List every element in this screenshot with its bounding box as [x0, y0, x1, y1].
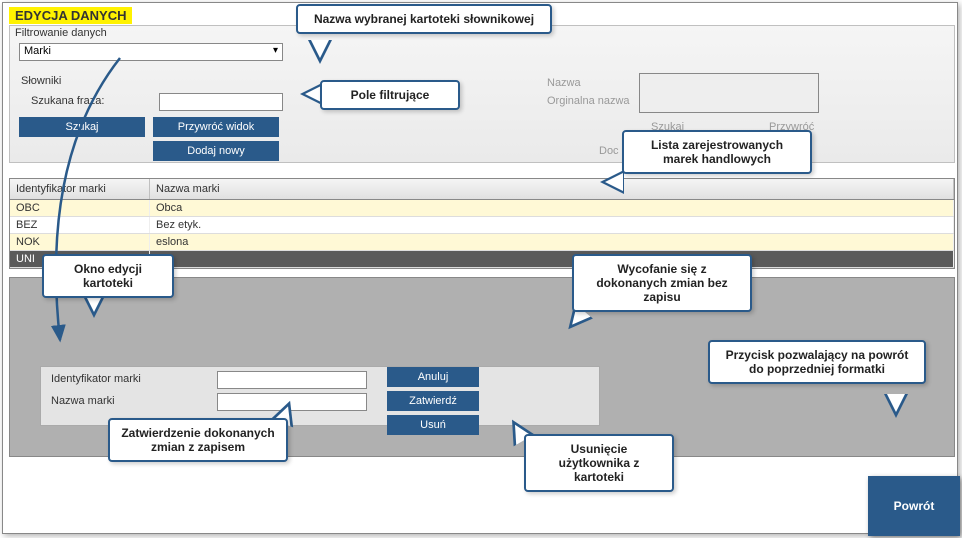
callout-confirm: Zatwierdzenie dokonanych zmian z zapisem [108, 418, 288, 462]
callout-return-tail [884, 394, 908, 418]
callout-slownik: Nazwa wybranej kartoteki słownikowej [296, 4, 552, 34]
callout-delete: Usunięcie użytkownika z kartoteki [524, 434, 674, 492]
callout-filter: Pole filtrujące [320, 80, 460, 110]
callout-list-tail [600, 170, 624, 194]
callout-edit: Okno edycji kartoteki [42, 254, 174, 298]
callout-cancel: Wycofanie się z dokonanych zmian bez zap… [572, 254, 752, 312]
callout-list: Lista zarejestrowanych marek handlowych [622, 130, 812, 174]
callout-slownik-tail [308, 40, 332, 64]
callout-return: Przycisk pozwalający na powrót do poprze… [708, 340, 926, 384]
